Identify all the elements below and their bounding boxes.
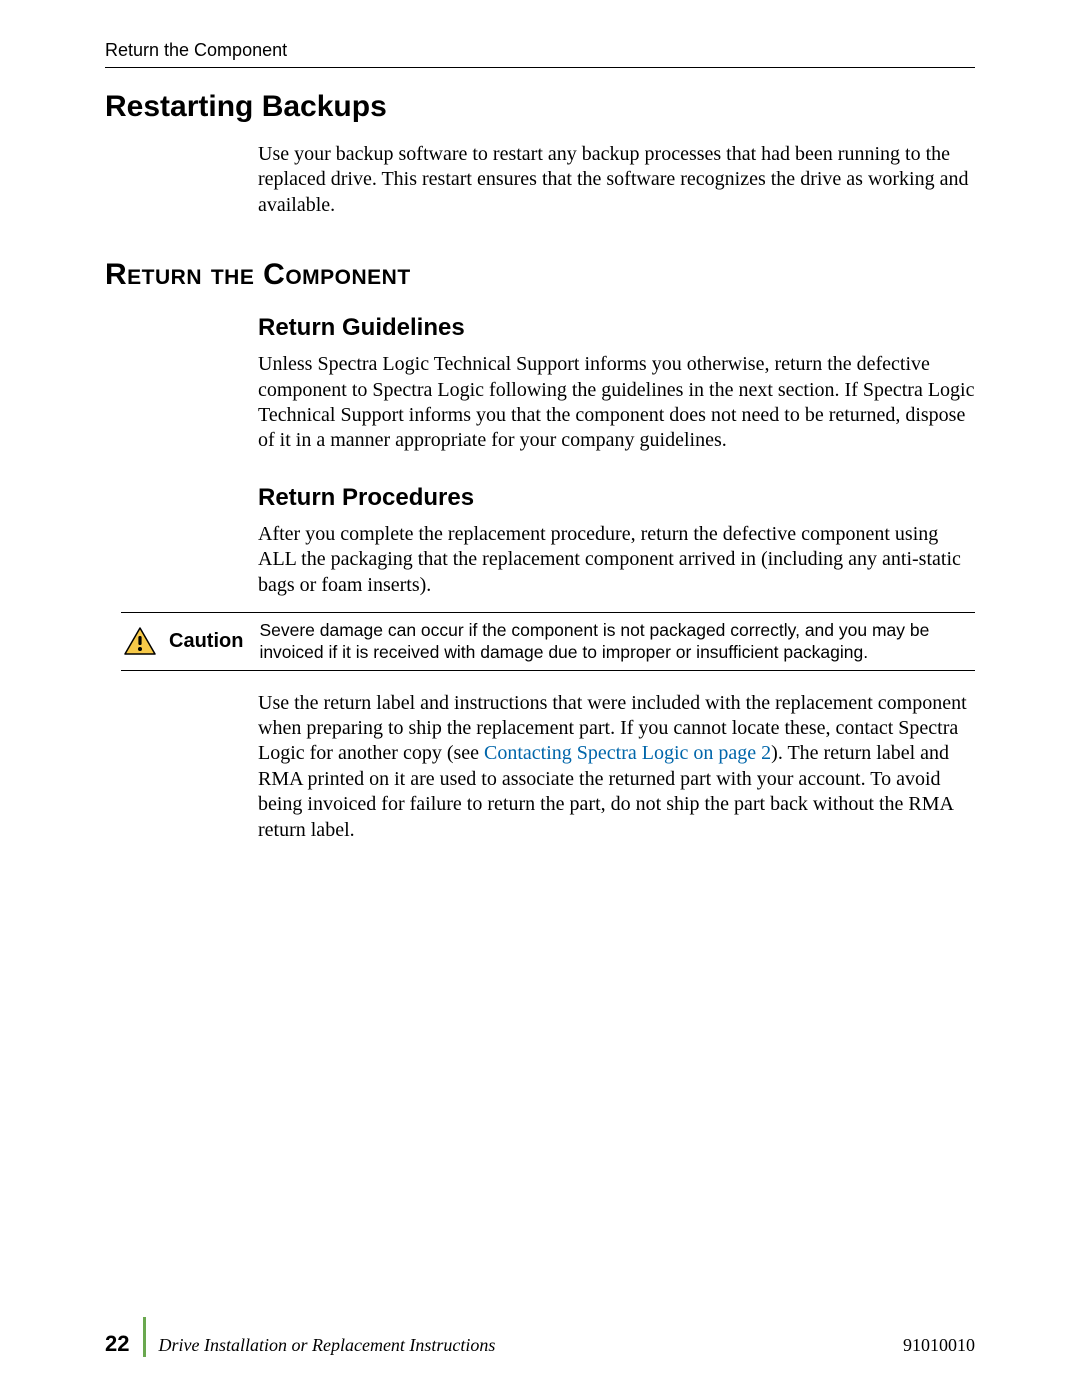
footer-doc-code: 91010010 <box>903 1335 975 1357</box>
body-restarting-backups: Use your backup software to restart any … <box>258 142 975 218</box>
heading-return-the-component: Return the Component <box>105 258 975 292</box>
running-header: Return the Component <box>105 40 975 61</box>
footer-inner: 22 Drive Installation or Replacement Ins… <box>105 1317 975 1357</box>
heading-return-guidelines: Return Guidelines <box>258 314 975 342</box>
page-number: 22 <box>105 1331 143 1357</box>
caution-rule-bottom <box>121 670 975 671</box>
footer-doc-title: Drive Installation or Replacement Instru… <box>158 1335 903 1357</box>
footer: 22 Drive Installation or Replacement Ins… <box>105 1317 975 1357</box>
body-return-guidelines: Unless Spectra Logic Technical Support i… <box>258 352 975 454</box>
body-return-procedures-1: After you complete the replacement proce… <box>258 522 975 598</box>
caution-row: Caution Severe damage can occur if the c… <box>121 613 975 670</box>
caution-label: Caution <box>169 630 249 653</box>
header-rule <box>105 67 975 68</box>
heading-return-procedures: Return Procedures <box>258 484 975 512</box>
body-return-procedures-2: Use the return label and instructions th… <box>258 691 975 843</box>
page: Return the Component Restarting Backups … <box>0 0 1080 1397</box>
heading-restarting-backups: Restarting Backups <box>105 90 975 124</box>
footer-separator <box>143 1317 146 1357</box>
caution-text: Severe damage can occur if the component… <box>259 619 975 664</box>
link-contacting-spectra-logic[interactable]: Contacting Spectra Logic on page 2 <box>484 742 771 764</box>
caution-block: Caution Severe damage can occur if the c… <box>121 612 975 671</box>
caution-icon <box>121 626 159 656</box>
